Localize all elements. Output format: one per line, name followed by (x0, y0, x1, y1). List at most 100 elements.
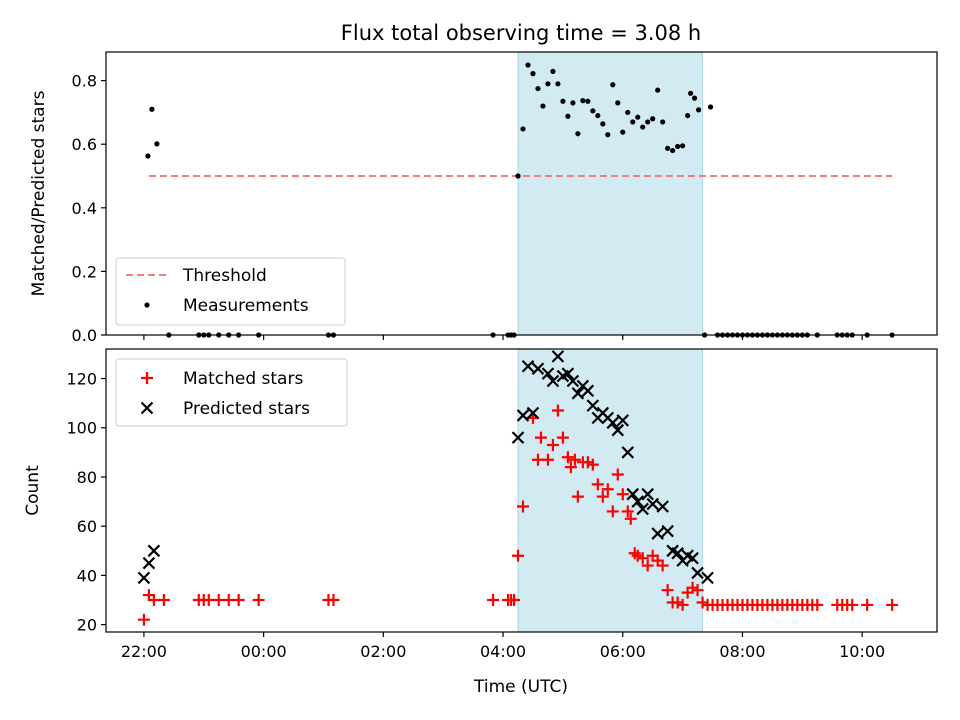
measurement-point (525, 62, 531, 68)
matched-stars-point (591, 478, 604, 491)
y-tick-label: 0.4 (72, 199, 97, 218)
measurement-point (670, 147, 676, 154)
predicted-stars-point (686, 551, 699, 565)
observing-window-band (517, 348, 704, 633)
x-tick-label: 08:00 (719, 642, 765, 661)
measurement-point (550, 68, 556, 74)
matched-stars-point (157, 594, 170, 607)
matched-stars-point (487, 594, 500, 607)
predicted-stars-point (147, 544, 161, 558)
ratio-panel: 0.0 0.2 0.4 0.6 0.8 Matched/Predicted stars Th… (29, 51, 938, 345)
predicted-stars-point (551, 350, 565, 363)
x-tick-label: 00:00 (241, 642, 287, 661)
matched-stars-point (571, 490, 584, 503)
measurement-point (691, 95, 698, 101)
legend-measurements-label: Measurements (183, 296, 309, 316)
measurement-point (655, 87, 661, 93)
measurement-point (695, 107, 702, 113)
y-tick-label: 80 (77, 468, 97, 487)
predicted-stars-point (586, 399, 600, 412)
measurement-point (590, 108, 596, 114)
legend-measurements-swatch (144, 302, 150, 308)
predicted-stars-point (511, 431, 525, 444)
matched-stars-point (508, 594, 521, 607)
matched-stars-point (886, 598, 899, 611)
measurement-point (154, 141, 160, 147)
matched-stars-point (516, 500, 529, 513)
measurement-point (687, 90, 694, 96)
legend-matched-swatch (141, 372, 153, 384)
matched-stars-point (564, 461, 577, 474)
predicted-stars-point (516, 409, 530, 422)
predicted-stars-point (137, 571, 151, 585)
x-tick-label: 02:00 (360, 642, 406, 661)
y-tick-label: 120 (66, 370, 97, 389)
measurement-point (675, 143, 681, 150)
matched-stars-point (621, 505, 634, 518)
matched-stars-point (586, 458, 599, 471)
matched-stars-point (611, 468, 624, 481)
measurement-point (600, 121, 606, 127)
predicted-stars-point (546, 374, 560, 388)
predicted-stars-point (646, 497, 659, 511)
matched-stars-point (624, 512, 637, 525)
predicted-stars-point (561, 367, 575, 380)
measurement-point (145, 153, 151, 159)
x-axis-label: Time (UTC) (473, 677, 568, 697)
measurement-point (570, 100, 576, 106)
matched-stars-point (606, 505, 619, 518)
measurement-point (635, 114, 641, 120)
matched-stars-point (551, 404, 564, 417)
legend-predicted-swatch (140, 401, 154, 415)
matched-stars-point (861, 598, 874, 611)
matched-stars-point (691, 584, 704, 597)
measurement-point (650, 116, 656, 122)
predicted-stars-point (656, 500, 669, 513)
measurement-point (645, 119, 651, 125)
predicted-stars-point (611, 423, 625, 437)
predicted-stars-point (661, 524, 674, 538)
legend-threshold-label: Threshold (182, 266, 267, 286)
measurement-point (530, 71, 536, 77)
y-tick-label: 100 (66, 419, 97, 438)
matched-stars-point (327, 594, 340, 607)
measurement-point (515, 173, 521, 179)
matched-stars-point (846, 598, 859, 611)
measurement-point (535, 85, 541, 92)
measurement-point (660, 119, 666, 125)
predicted-stars-point (651, 527, 664, 540)
legend-predicted-label: Predicted stars (183, 399, 310, 419)
measurement-point (595, 112, 601, 119)
predicted-stars-point (621, 446, 635, 459)
legend-box (115, 257, 346, 326)
predicted-stars-point (571, 387, 585, 400)
predicted-stars-point (616, 414, 630, 427)
count-panel: 20 40 60 80 100 120 22:00 00:00 02:00 04:00 06:00 0… (23, 348, 938, 661)
predicted-stars-point (566, 374, 580, 388)
matched-stars-point (252, 594, 265, 607)
predicted-stars-point (631, 495, 644, 508)
predicted-stars-point (606, 416, 620, 430)
predicted-stars-point (521, 359, 535, 373)
measurement-point (640, 124, 646, 130)
matched-stars-point (541, 453, 554, 466)
plot-frame (105, 51, 938, 336)
y-axis-label: Matched/Predicted stars (29, 90, 49, 296)
measurement-point (560, 98, 566, 104)
measurement-point (555, 81, 561, 87)
matched-stars-point (137, 613, 150, 626)
matched-stars-point (811, 598, 824, 611)
measurement-point (630, 119, 636, 125)
y-tick-label: 60 (77, 517, 97, 536)
predicted-stars-point (581, 384, 595, 398)
predicted-stars-point (671, 546, 684, 560)
measurement-point (665, 145, 671, 151)
measurement-point (620, 129, 626, 135)
matched-stars-point (616, 488, 629, 501)
y-tick-label: 20 (77, 616, 97, 635)
measurement-point (615, 100, 621, 106)
y-axis-label: Count (23, 465, 43, 516)
matched-stars-point (636, 552, 649, 565)
legend: Threshold Measurements (115, 257, 346, 326)
